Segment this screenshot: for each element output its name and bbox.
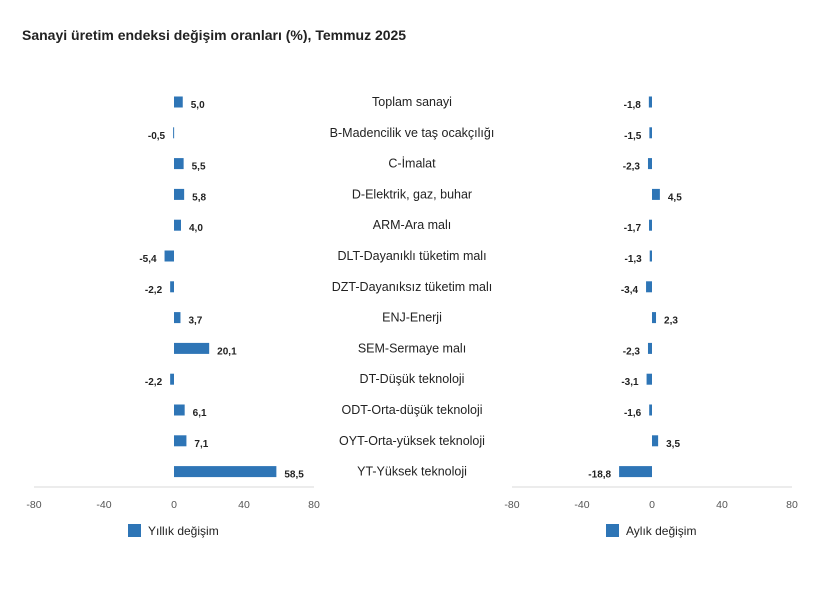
legend-label: Aylık değişim xyxy=(626,524,696,538)
bar xyxy=(648,96,652,108)
x-tick-label: -80 xyxy=(504,499,519,511)
bar xyxy=(174,188,185,200)
data-label: -18,8 xyxy=(588,470,611,481)
x-tick-label: -40 xyxy=(574,499,589,511)
data-label: -3,1 xyxy=(621,377,639,388)
data-label: 7,1 xyxy=(194,439,208,450)
bar xyxy=(619,466,652,478)
data-label: -5,4 xyxy=(139,254,157,265)
bar xyxy=(174,404,185,416)
bar xyxy=(652,435,659,447)
bar xyxy=(649,127,652,139)
legend-swatch xyxy=(606,524,619,537)
bar xyxy=(646,281,652,293)
category-label: OYT-Orta-yüksek teknoloji xyxy=(339,434,485,448)
data-label: -1,3 xyxy=(624,254,642,265)
data-label: -2,2 xyxy=(145,377,163,388)
data-label: -0,5 xyxy=(148,131,166,142)
category-label: ENJ-Enerji xyxy=(382,311,442,325)
x-tick-label: 80 xyxy=(786,499,798,511)
x-tick-label: 40 xyxy=(238,499,250,511)
bar xyxy=(646,373,652,385)
data-label: 20,1 xyxy=(217,346,237,357)
data-label: 4,0 xyxy=(189,223,203,234)
data-label: 3,7 xyxy=(188,316,202,327)
bar xyxy=(170,281,174,293)
data-label: -2,3 xyxy=(623,162,641,173)
legend-label: Yıllık değişim xyxy=(148,524,219,538)
category-label: B-Madencilik ve taş ocakçılığı xyxy=(330,126,495,140)
data-label: -1,5 xyxy=(624,131,642,142)
category-label: DZT-Dayanıksız tüketim malı xyxy=(332,280,492,294)
category-label: DLT-Dayanıklı tüketim malı xyxy=(337,249,486,263)
category-label: DT-Düşük teknoloji xyxy=(360,372,465,386)
data-label: 5,8 xyxy=(192,192,206,203)
bar xyxy=(174,158,184,170)
x-tick-label: 40 xyxy=(716,499,728,511)
bar xyxy=(174,435,187,447)
category-label: C-İmalat xyxy=(388,157,436,171)
bar xyxy=(652,188,660,200)
bar xyxy=(649,219,652,231)
x-tick-label: 80 xyxy=(308,499,320,511)
category-label: ARM-Ara malı xyxy=(373,218,451,232)
data-label: 5,0 xyxy=(191,100,205,111)
data-label: 5,5 xyxy=(192,162,206,173)
bar xyxy=(174,219,181,231)
x-tick-label: -40 xyxy=(96,499,111,511)
bar xyxy=(649,250,652,262)
x-tick-label: 0 xyxy=(171,499,177,511)
bar xyxy=(174,312,181,324)
chart-title: Sanayi üretim endeksi değişim oranları (… xyxy=(22,27,407,43)
data-label: -1,8 xyxy=(624,100,642,111)
data-label: -2,2 xyxy=(145,285,163,296)
category-label: SEM-Sermaye malı xyxy=(358,341,466,355)
category-label: Toplam sanayi xyxy=(372,95,452,109)
x-tick-label: 0 xyxy=(649,499,655,511)
data-label: -1,7 xyxy=(624,223,642,234)
bar xyxy=(173,127,175,139)
legend-swatch xyxy=(128,524,141,537)
data-label: 4,5 xyxy=(668,192,682,203)
x-tick-label: -80 xyxy=(26,499,41,511)
data-label: 58,5 xyxy=(284,470,304,481)
bar xyxy=(647,158,652,170)
category-label: YT-Yüksek teknoloji xyxy=(357,465,467,479)
data-label: -3,4 xyxy=(621,285,639,296)
data-label: 6,1 xyxy=(193,408,207,419)
bar xyxy=(174,466,277,478)
bar xyxy=(652,312,657,324)
data-label: 2,3 xyxy=(664,316,678,327)
category-label: ODT-Orta-düşük teknoloji xyxy=(341,403,482,417)
bar xyxy=(174,96,183,108)
bar xyxy=(174,342,210,354)
data-label: -2,3 xyxy=(623,346,641,357)
bar xyxy=(649,404,652,416)
bar xyxy=(647,342,652,354)
category-label: D-Elektrik, gaz, buhar xyxy=(352,187,472,201)
data-label: 3,5 xyxy=(666,439,680,450)
bar xyxy=(164,250,174,262)
data-label: -1,6 xyxy=(624,408,642,419)
bar xyxy=(170,373,174,385)
